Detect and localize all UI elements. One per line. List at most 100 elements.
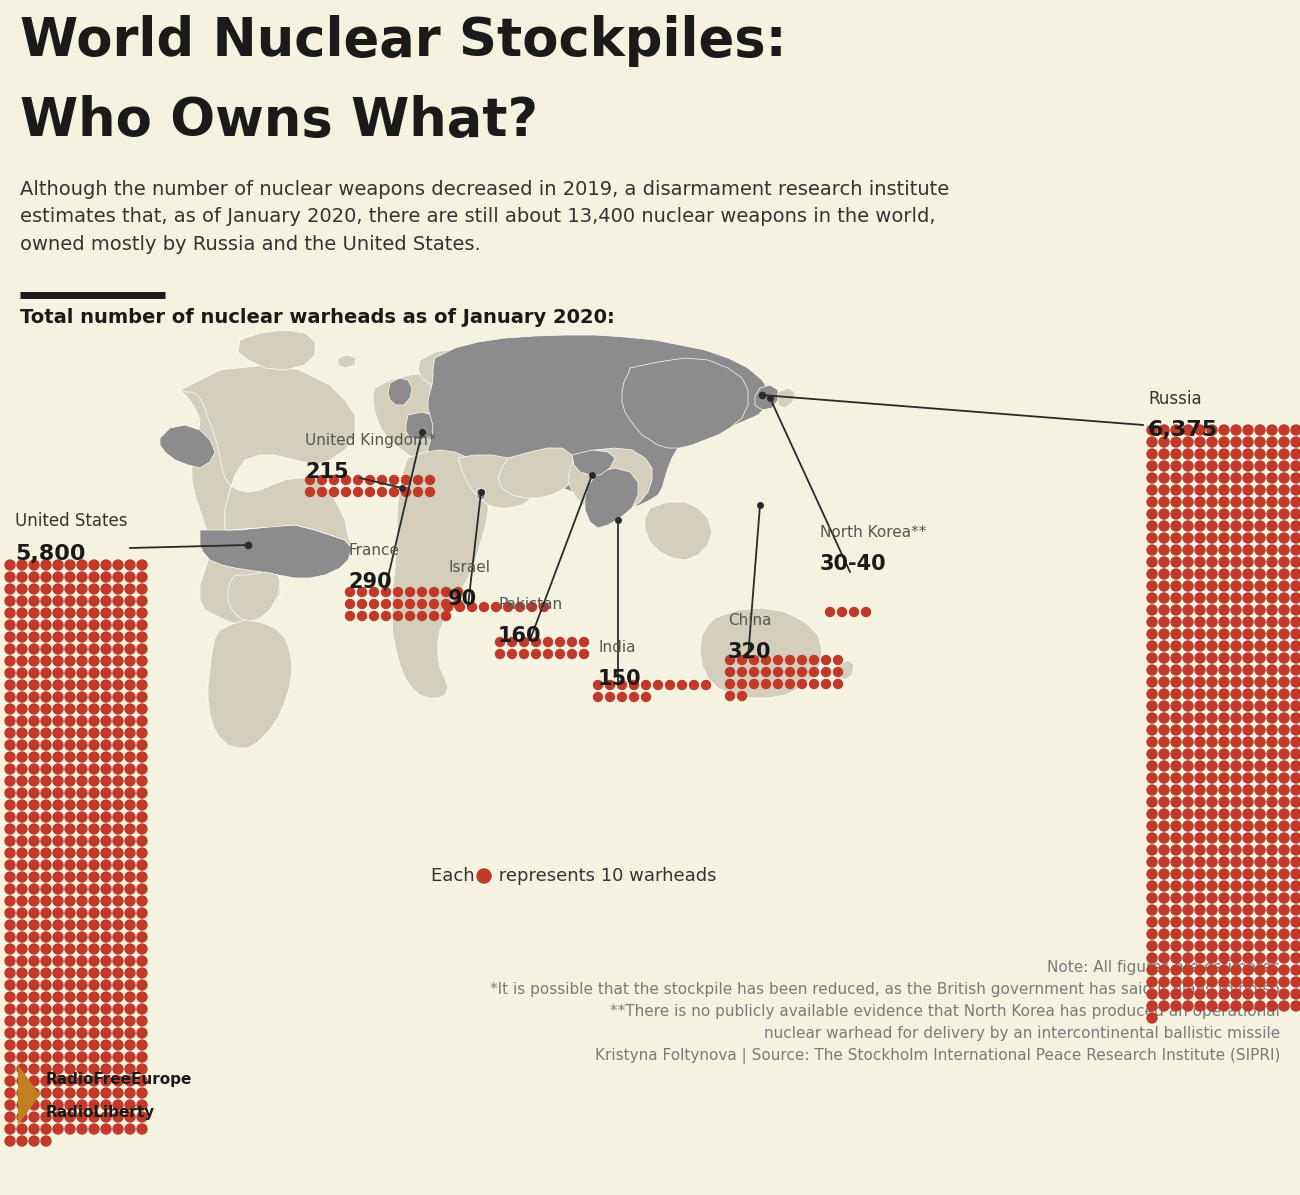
Polygon shape (373, 373, 485, 458)
Circle shape (53, 884, 62, 894)
Text: 5,800: 5,800 (16, 544, 86, 564)
Circle shape (1219, 773, 1228, 783)
Circle shape (1291, 1001, 1300, 1011)
Circle shape (113, 1113, 124, 1122)
Circle shape (77, 644, 87, 654)
Circle shape (1183, 690, 1193, 699)
Circle shape (507, 637, 516, 646)
Circle shape (1206, 952, 1217, 963)
Circle shape (53, 908, 62, 918)
Circle shape (42, 980, 51, 989)
Circle shape (797, 656, 806, 664)
Circle shape (17, 1052, 27, 1062)
Circle shape (17, 1124, 27, 1134)
Circle shape (113, 1064, 124, 1074)
Polygon shape (572, 451, 615, 474)
Circle shape (1160, 893, 1169, 903)
Circle shape (1254, 869, 1265, 880)
Circle shape (1195, 569, 1205, 580)
Circle shape (136, 656, 147, 666)
Circle shape (77, 632, 87, 642)
Circle shape (136, 596, 147, 606)
Circle shape (42, 956, 51, 966)
Circle shape (1183, 641, 1193, 651)
Circle shape (29, 1040, 39, 1050)
Circle shape (1268, 485, 1277, 495)
Circle shape (1279, 521, 1290, 531)
Circle shape (1243, 773, 1253, 783)
Circle shape (1195, 593, 1205, 603)
Circle shape (1254, 569, 1265, 580)
Circle shape (1195, 678, 1205, 687)
Circle shape (17, 752, 27, 762)
Circle shape (477, 869, 491, 883)
Circle shape (1243, 533, 1253, 543)
Circle shape (77, 908, 87, 918)
Circle shape (65, 1016, 75, 1027)
Circle shape (113, 799, 124, 810)
Circle shape (5, 799, 16, 810)
Circle shape (1147, 437, 1157, 447)
Circle shape (1206, 521, 1217, 531)
Circle shape (1183, 533, 1193, 543)
Circle shape (354, 476, 363, 484)
Circle shape (1195, 952, 1205, 963)
Circle shape (77, 860, 87, 870)
Circle shape (125, 680, 135, 690)
Circle shape (1243, 629, 1253, 639)
Circle shape (29, 825, 39, 834)
Circle shape (1279, 629, 1290, 639)
Circle shape (1147, 917, 1157, 927)
Circle shape (1254, 437, 1265, 447)
Circle shape (42, 584, 51, 594)
Circle shape (580, 650, 589, 658)
Circle shape (42, 932, 51, 942)
Circle shape (1183, 725, 1193, 735)
Circle shape (136, 704, 147, 713)
Circle shape (354, 488, 363, 496)
Circle shape (17, 848, 27, 858)
Circle shape (17, 1016, 27, 1027)
Circle shape (29, 884, 39, 894)
Circle shape (750, 668, 758, 676)
Circle shape (42, 1052, 51, 1062)
Circle shape (1219, 664, 1228, 675)
Text: **There is no publicly available evidence that North Korea has produced an opera: **There is no publicly available evidenc… (610, 1004, 1280, 1019)
Polygon shape (428, 335, 770, 508)
Circle shape (29, 848, 39, 858)
Circle shape (1160, 605, 1169, 615)
Circle shape (65, 1101, 75, 1110)
Circle shape (1171, 761, 1180, 771)
Circle shape (65, 728, 75, 739)
Circle shape (77, 884, 87, 894)
Circle shape (29, 668, 39, 678)
Circle shape (1206, 473, 1217, 483)
Circle shape (65, 752, 75, 762)
Circle shape (136, 752, 147, 762)
Circle shape (65, 1113, 75, 1122)
Circle shape (29, 608, 39, 618)
Circle shape (53, 764, 62, 774)
Circle shape (1183, 473, 1193, 483)
Circle shape (1160, 664, 1169, 675)
Circle shape (1219, 809, 1228, 819)
Circle shape (1160, 809, 1169, 819)
Circle shape (1160, 940, 1169, 951)
Circle shape (113, 920, 124, 930)
Circle shape (1243, 485, 1253, 495)
Circle shape (125, 584, 135, 594)
Circle shape (77, 836, 87, 846)
Circle shape (113, 932, 124, 942)
Circle shape (1183, 1001, 1193, 1011)
Circle shape (5, 560, 16, 570)
Circle shape (5, 872, 16, 882)
Circle shape (113, 716, 124, 727)
Circle shape (1219, 749, 1228, 759)
Circle shape (1160, 449, 1169, 459)
Polygon shape (208, 620, 292, 748)
Circle shape (1171, 473, 1180, 483)
Circle shape (5, 944, 16, 954)
Circle shape (1254, 425, 1265, 435)
Circle shape (53, 1028, 62, 1038)
Circle shape (101, 1101, 111, 1110)
